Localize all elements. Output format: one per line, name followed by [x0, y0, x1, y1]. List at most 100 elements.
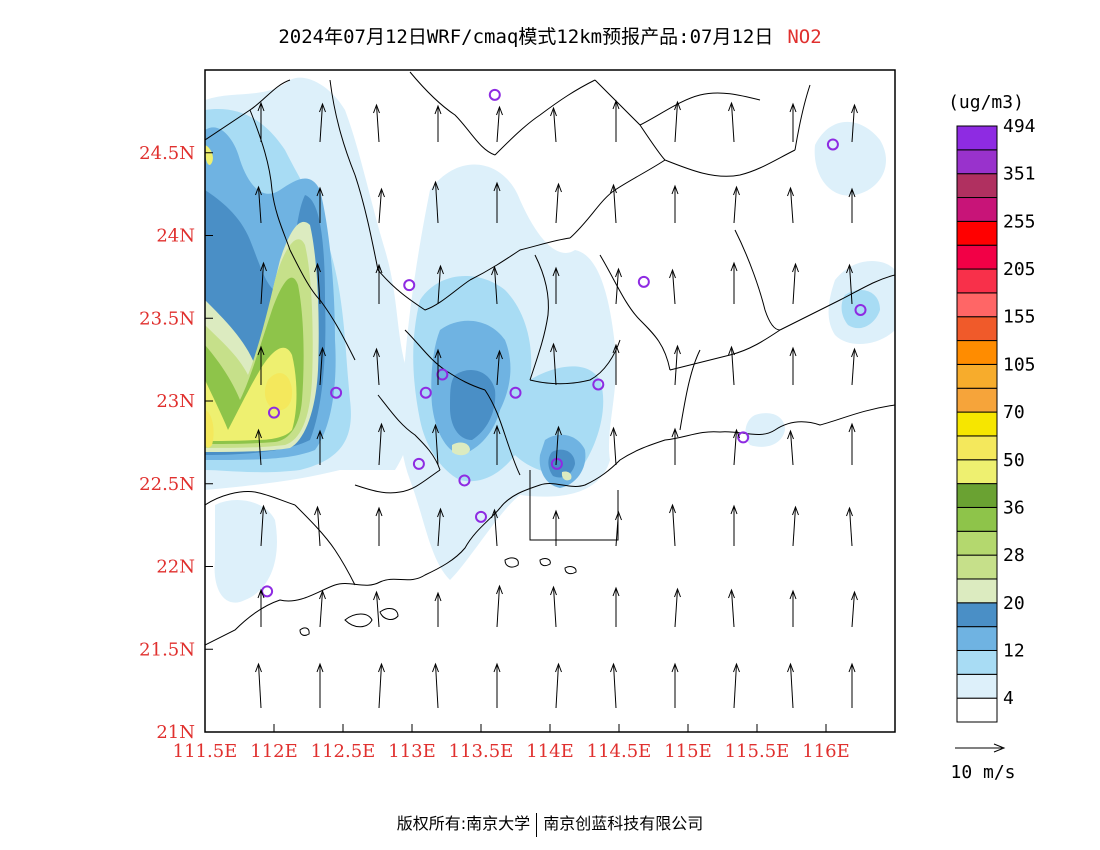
wind-vector [378, 663, 382, 709]
wind-vector-head [555, 182, 562, 193]
boundary-21 [377, 394, 441, 471]
wind-vector-head [733, 428, 740, 439]
boundary-3 [329, 79, 379, 271]
colorbar-label: 351 [1003, 164, 1036, 185]
island-4 [539, 558, 551, 567]
wind-vector-head [257, 588, 265, 599]
lon-label: 114.5E [587, 741, 652, 762]
colorbar-label: 105 [1003, 354, 1036, 375]
wind-vector [496, 350, 500, 386]
station-marker [261, 585, 274, 598]
lon-label: 116E [802, 741, 850, 762]
wind-vector [790, 430, 794, 466]
footer-separator [536, 812, 538, 837]
wind-vector-head [316, 662, 324, 673]
wind-vector [258, 663, 262, 709]
wind-vector-head [612, 343, 620, 354]
wind-vector-head [375, 506, 383, 517]
lon-label: 115.5E [725, 741, 790, 762]
wind-vector-head [373, 590, 380, 601]
wind-vector [553, 343, 557, 386]
wind-vector-head [730, 504, 738, 515]
wind-vector-head [615, 510, 622, 521]
wind-vector-head [848, 187, 856, 198]
boundary-19 [484, 389, 521, 476]
wind-vector-head [789, 102, 797, 113]
lat-label: 24N [156, 226, 195, 247]
wind-vector [376, 591, 380, 628]
wind-vector-head [255, 662, 262, 673]
colorbar-swatch [956, 506, 998, 532]
band-12-east [841, 290, 880, 329]
wind-vector [851, 348, 855, 386]
colorbar-label: 20 [1003, 593, 1025, 614]
wind-vector-head [496, 584, 503, 595]
wind-vector-head [728, 101, 735, 112]
wind-vector [613, 184, 617, 224]
wind-vector-head [555, 425, 562, 436]
colorbar-swatch [956, 387, 998, 413]
station-marker [637, 275, 650, 288]
wind-vector-head [496, 349, 503, 360]
wind-vector-head [671, 184, 679, 195]
boundary-16 [734, 229, 781, 331]
colorbar-swatch [956, 697, 998, 723]
wind-vector [319, 347, 323, 386]
boundary-lines [205, 71, 895, 646]
island-5 [564, 566, 577, 575]
colorbar-swatch [956, 411, 998, 437]
pollutant-label: NO2 [787, 26, 822, 48]
colorbar-label: 205 [1003, 259, 1036, 280]
wind-vector-head [550, 106, 557, 117]
wind-vector-head [255, 185, 262, 196]
colorbar-label: 50 [1003, 450, 1025, 471]
colorbar-swatch [956, 626, 998, 651]
wind-vector-head [610, 662, 617, 673]
wind-vector-head [612, 99, 620, 110]
colorbar-swatch [956, 316, 998, 342]
wind-vector [317, 263, 321, 305]
band-36-central [452, 442, 470, 456]
wind-vector-head [789, 346, 797, 357]
colorbar-label: 494 [1003, 116, 1036, 137]
station-marker [737, 431, 750, 444]
boundary-8 [494, 79, 596, 156]
wind-vector [733, 663, 737, 709]
wind-vector-head [733, 662, 740, 673]
lon-label: 113E [388, 741, 436, 762]
boundary-10 [664, 149, 796, 177]
wind-vector-head [437, 507, 444, 518]
wind-vector [731, 589, 735, 628]
wind-vector [731, 346, 735, 386]
wind-vector-head [378, 422, 385, 433]
map-title: 2024年07月12日WRF/cmaq模式12km预报产品:07月12日 NO2 [0, 22, 1100, 49]
colorbar-swatch [956, 602, 998, 628]
wind-reference-arrowhead [993, 743, 1006, 753]
wind-vector-head [434, 348, 442, 359]
wind-vector-head [787, 186, 794, 197]
station-marker [268, 406, 280, 419]
band-105-left [205, 145, 213, 165]
wind-vector [376, 104, 380, 143]
island-3 [504, 557, 519, 568]
wind-vector-head [674, 100, 681, 111]
colorbar-swatch [956, 554, 998, 580]
wind-reference: 10 m/s [950, 743, 1016, 783]
lat-label: 23N [156, 391, 195, 412]
colorbar-label: 70 [1003, 402, 1025, 423]
wind-vector [674, 588, 678, 628]
wind-vector-head [434, 104, 442, 115]
wind-vector [553, 107, 557, 143]
wind-vector-head [728, 588, 735, 599]
wind-vector-head [373, 347, 380, 358]
wind-vector [317, 506, 321, 547]
colorbar-swatch [956, 292, 998, 318]
wind-vector [319, 590, 323, 628]
colorbar-swatch [956, 459, 998, 485]
wind-vector-head [493, 424, 501, 435]
boundary-7 [409, 71, 496, 156]
station-marker [854, 303, 867, 316]
wind-vector-head [733, 185, 740, 196]
wind-vector-head [493, 181, 501, 192]
wind-vector [672, 269, 676, 305]
